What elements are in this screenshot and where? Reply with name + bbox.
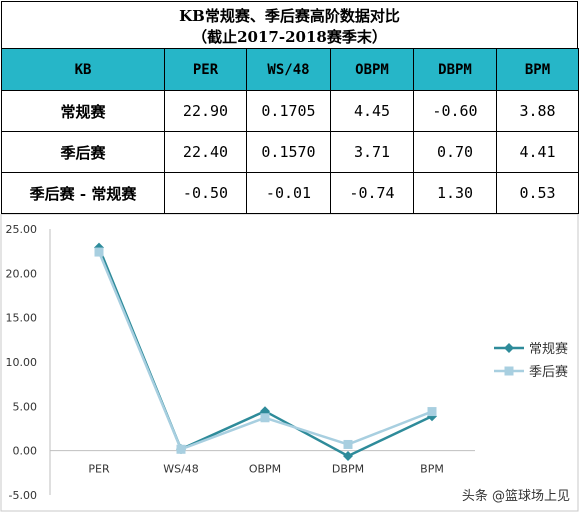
x-tick-label: PER <box>88 463 110 476</box>
header-cell: DBPM <box>413 48 497 91</box>
table-cell: 0.70 <box>413 131 497 173</box>
row-label: 季后赛 <box>1 131 165 173</box>
x-tick-label: BPM <box>420 463 444 476</box>
watermark: 头条 @篮球场上见 <box>461 489 570 504</box>
legend-label: 常规赛 <box>529 341 568 357</box>
table-cell: 4.41 <box>496 131 579 173</box>
header-cell: OBPM <box>330 48 414 91</box>
table-cell: -0.01 <box>246 172 331 214</box>
row-label: 常规赛 <box>1 90 165 132</box>
stats-table: KB PER WS/48 OBPM DBPM BPM 常规赛 22.90 0.1… <box>1 48 579 214</box>
y-tick-label: 25.00 <box>6 223 38 236</box>
page-subtitle: （截止2017-2018赛季末） <box>192 28 387 46</box>
table-cell: 1.30 <box>413 172 497 214</box>
row-label: 季后赛 - 常规赛 <box>1 172 165 214</box>
x-tick-label: DBPM <box>332 463 364 476</box>
data-point <box>343 450 353 461</box>
table-row: 常规赛 22.90 0.1705 4.45 -0.60 3.88 <box>1 90 579 132</box>
table-row: 季后赛 - 常规赛 -0.50 -0.01 -0.74 1.30 0.53 <box>1 172 579 214</box>
x-tick-label: WS/48 <box>163 463 199 476</box>
legend-marker <box>504 343 514 353</box>
header-cell: KB <box>1 48 165 91</box>
table-row: 季后赛 22.40 0.1570 3.71 0.70 4.41 <box>1 131 579 173</box>
title-box: KB常规赛、季后赛高阶数据对比 （截止2017-2018赛季末） <box>1 1 578 49</box>
y-tick-label: 5.00 <box>13 400 38 413</box>
table-cell: -0.50 <box>164 172 247 214</box>
chart-frame <box>0 214 579 512</box>
y-tick-label: -5.00 <box>9 489 37 502</box>
y-tick-label: 20.00 <box>6 267 38 280</box>
x-tick-label: OBPM <box>249 463 281 476</box>
table-cell: 22.90 <box>164 90 247 132</box>
header-cell: BPM <box>496 48 579 91</box>
legend-label: 季后赛 <box>529 364 568 380</box>
y-tick-label: 15.00 <box>6 312 38 325</box>
data-point <box>343 439 353 449</box>
page-title: KB常规赛、季后赛高阶数据对比 <box>179 7 400 25</box>
data-point <box>260 406 270 417</box>
table-header-row: KB PER WS/48 OBPM DBPM BPM <box>1 48 579 91</box>
table-cell: 0.1570 <box>246 131 331 173</box>
legend-marker <box>504 366 514 376</box>
header-cell: PER <box>164 48 247 91</box>
line-chart: 25.00 20.00 15.00 10.00 5.00 0.00 -5.00 PER WS/4… <box>0 214 579 512</box>
table-cell: 22.40 <box>164 131 247 173</box>
y-tick-label: 0.00 <box>13 445 38 458</box>
series-line <box>97 247 433 458</box>
table-cell: 3.88 <box>496 90 579 132</box>
table-cell: -0.74 <box>330 172 414 214</box>
data-point <box>427 407 437 417</box>
header-cell: WS/48 <box>246 48 331 91</box>
data-point <box>176 444 186 454</box>
data-point <box>260 413 270 423</box>
table-cell: 0.53 <box>496 172 579 214</box>
table-cell: 0.1705 <box>246 90 331 132</box>
data-point <box>94 247 104 257</box>
y-tick-label: 10.00 <box>6 356 38 369</box>
table-cell: -0.60 <box>413 90 497 132</box>
table-cell: 3.71 <box>330 131 414 173</box>
table-cell: 4.45 <box>330 90 414 132</box>
